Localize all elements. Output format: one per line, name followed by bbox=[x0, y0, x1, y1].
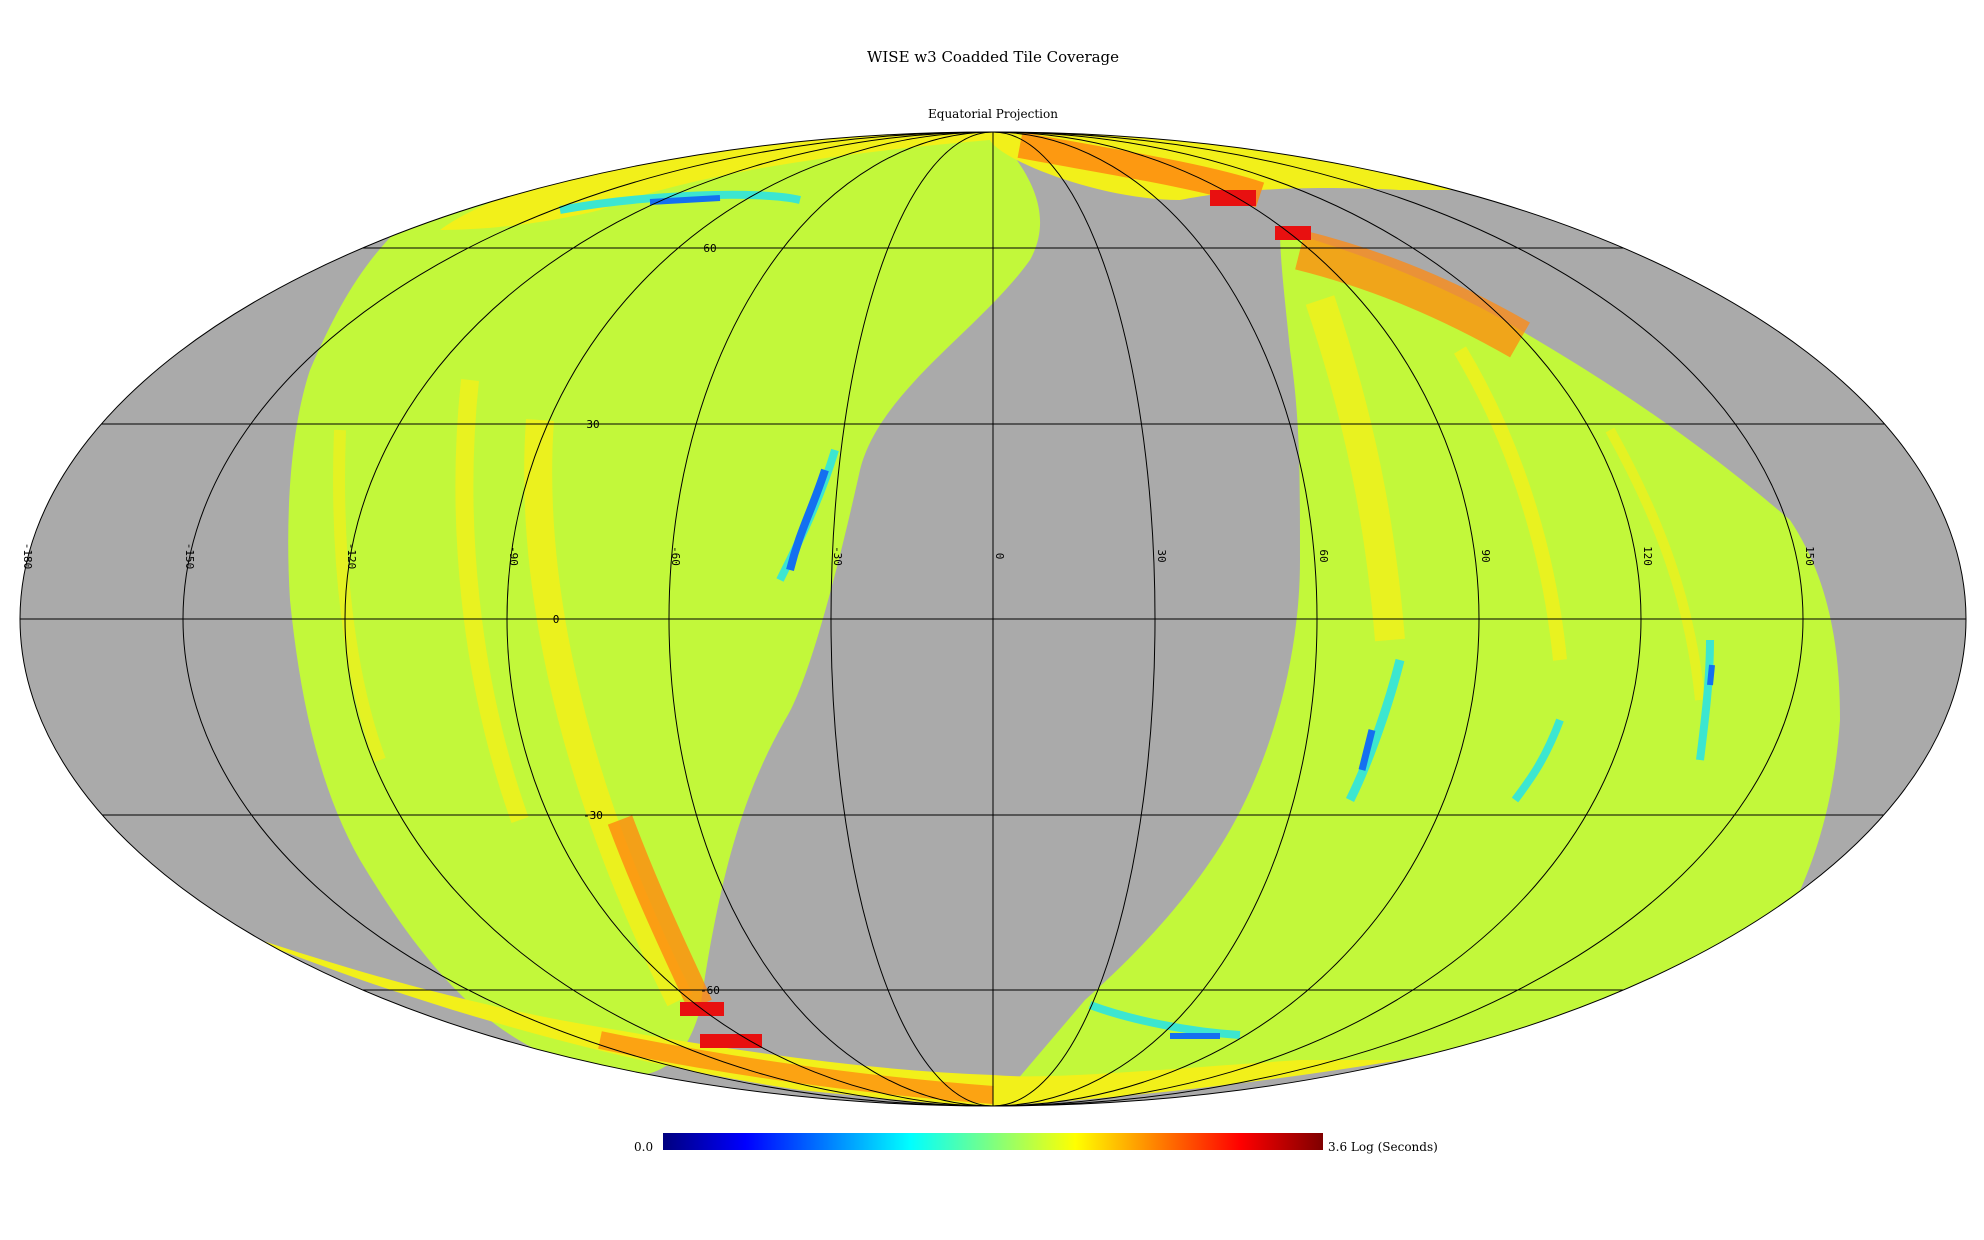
meridian-line-60 bbox=[668, 132, 1318, 1106]
colorbar: 0.0 3.6 Log (Seconds) bbox=[634, 1133, 1438, 1154]
band-east-yellow bbox=[1305, 295, 1405, 642]
hotspot-red-north bbox=[1210, 190, 1256, 206]
band-east-orange bbox=[1295, 230, 1530, 358]
meridian-label: 0 bbox=[993, 553, 1006, 560]
band-west-yellow-2 bbox=[455, 379, 529, 824]
parallel-label: 0 bbox=[553, 613, 560, 626]
colorbar-max-label: 3.6 Log (Seconds) bbox=[1328, 1140, 1438, 1154]
hotspot-red-south-2 bbox=[700, 1034, 762, 1048]
band-east-yellow-2 bbox=[1453, 346, 1567, 661]
meridian-label: -90 bbox=[507, 546, 520, 566]
meridian-label: -30 bbox=[831, 546, 844, 566]
parallel-label: -30 bbox=[583, 809, 603, 822]
streak-east-cyan bbox=[1345, 658, 1405, 803]
band-north-orange bbox=[1017, 132, 1265, 208]
meridian-labels: -180 -150 -120 -90 -60 -30 0 30 60 90 12… bbox=[21, 543, 1816, 570]
meridian-label: -150 bbox=[183, 543, 196, 570]
meridian-label: -120 bbox=[345, 543, 358, 570]
streak-east-blue bbox=[1358, 729, 1376, 771]
band-south-orange bbox=[598, 1031, 994, 1104]
meridian-label: 60 bbox=[1317, 549, 1330, 562]
sky-ellipse-outline bbox=[19, 131, 1967, 1107]
meridian-label: -180 bbox=[21, 543, 34, 570]
streak-east-cyan-2 bbox=[1511, 718, 1564, 803]
streak-east-blue-2 bbox=[1707, 664, 1715, 686]
coverage-region-west bbox=[288, 132, 1041, 1076]
meridian-label: 90 bbox=[1479, 549, 1492, 562]
meridian-line-150 bbox=[182, 132, 1804, 1106]
streak-west-blue bbox=[786, 468, 829, 571]
streak-east-cyan-3 bbox=[1696, 639, 1714, 761]
coverage-region-east bbox=[1000, 230, 1840, 1100]
streak-south-cyan bbox=[1088, 1001, 1241, 1039]
map-title: WISE w3 Coadded Tile Coverage bbox=[867, 48, 1119, 66]
parallel-label: 60 bbox=[703, 242, 716, 255]
meridian-label: -60 bbox=[669, 546, 682, 566]
streak-north-blue bbox=[649, 195, 721, 205]
meridian-line-30 bbox=[830, 132, 1156, 1106]
meridian-label: 30 bbox=[1155, 549, 1168, 562]
meridian-label: 150 bbox=[1803, 546, 1816, 566]
parallel-label: 30 bbox=[586, 418, 599, 431]
streak-north-cyan bbox=[559, 190, 801, 214]
colorbar-gradient bbox=[663, 1133, 1323, 1150]
parallel-labels: 60 30 0 -30 -60 bbox=[553, 242, 720, 997]
meridian-line-120 bbox=[344, 132, 1642, 1106]
colorbar-min-label: 0.0 bbox=[634, 1140, 653, 1154]
meridian-line-90 bbox=[506, 132, 1480, 1106]
meridian-label: 120 bbox=[1641, 546, 1654, 566]
hotspot-red-north-2 bbox=[1275, 226, 1311, 240]
band-west-yellow bbox=[524, 419, 693, 1007]
band-west-orange bbox=[607, 815, 712, 1011]
band-east-yellow-3 bbox=[1605, 427, 1705, 701]
coverage-region-north bbox=[440, 132, 1460, 230]
parallel-label: -60 bbox=[700, 984, 720, 997]
map-subtitle: Equatorial Projection bbox=[928, 107, 1058, 121]
band-west-yellow-3 bbox=[333, 429, 386, 763]
coverage-layer bbox=[230, 132, 1840, 1106]
